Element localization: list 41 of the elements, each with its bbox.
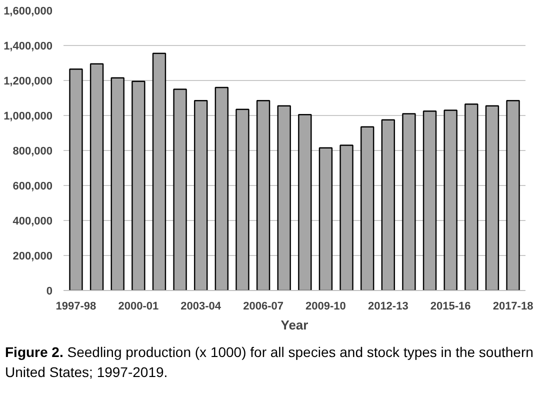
bar xyxy=(194,100,208,290)
bar xyxy=(318,147,333,290)
bar xyxy=(173,88,187,290)
y-tick-label: 1,200,000 xyxy=(4,76,52,88)
y-tick-label: 1,000,000 xyxy=(4,110,52,122)
x-tick-label: 1997-98 xyxy=(56,300,96,312)
bar xyxy=(214,86,229,290)
x-tick-label: 2003-04 xyxy=(180,300,222,312)
x-tick-label: 2017-18 xyxy=(492,300,534,312)
bar xyxy=(298,114,312,290)
bar xyxy=(506,100,520,290)
bar xyxy=(110,77,124,290)
x-tick-label: 2012-13 xyxy=(368,300,408,312)
x-tick-label: 2015-16 xyxy=(430,300,471,312)
bar xyxy=(381,119,395,290)
y-tick-label: 1,400,000 xyxy=(4,40,52,52)
x-axis-title: Year xyxy=(280,318,308,332)
bar xyxy=(444,110,458,290)
bar xyxy=(422,110,437,290)
caption: Figure 2. Seedling production (x 1000) for all species and stock types in the southern United States; 1997-2019. xyxy=(5,343,534,382)
bar xyxy=(360,126,374,290)
bar xyxy=(132,80,146,290)
bar xyxy=(69,68,83,290)
y-tick-label: 600,000 xyxy=(12,180,53,192)
bar xyxy=(90,63,104,290)
x-tick-label: 2000-01 xyxy=(118,300,159,312)
bar xyxy=(256,100,270,290)
bar xyxy=(402,113,416,290)
bar xyxy=(277,105,291,290)
y-tick-label: 200,000 xyxy=(12,250,53,262)
y-tick-label: 400,000 xyxy=(12,216,53,228)
x-tick-label: 2009-10 xyxy=(306,300,346,312)
bar xyxy=(464,104,478,290)
x-tick-label: 2006-07 xyxy=(243,300,284,312)
bar xyxy=(152,52,166,290)
y-tick-label: 1,600,000 xyxy=(4,6,52,18)
bar xyxy=(236,108,250,290)
bar xyxy=(485,105,500,290)
y-tick-label: 0 xyxy=(46,286,53,298)
bar xyxy=(340,144,354,290)
y-tick-label: 800,000 xyxy=(12,146,53,158)
